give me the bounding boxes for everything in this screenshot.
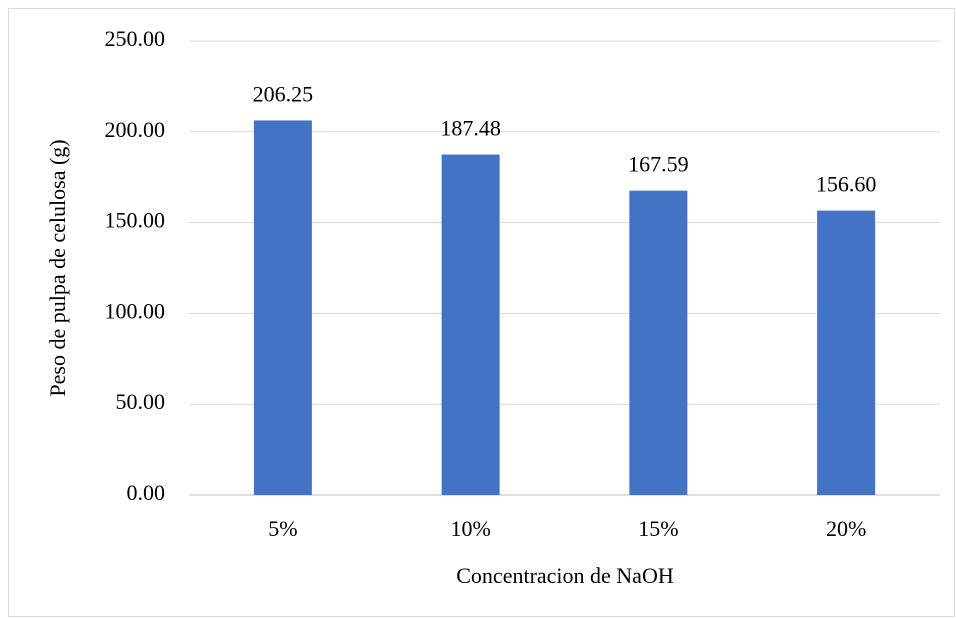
y-axis-title: Peso de pulpa de celulosa (g): [45, 139, 70, 396]
x-tick-label: 15%: [638, 516, 678, 541]
bar: [817, 210, 876, 496]
data-label: 167.59: [628, 152, 689, 177]
y-tick-label: 0.00: [127, 480, 166, 505]
data-label: 187.48: [440, 116, 501, 141]
bar: [441, 154, 500, 495]
x-axis-title: Concentracion de NaOH: [456, 563, 674, 588]
x-tick-label: 10%: [450, 516, 490, 541]
y-tick-label: 250.00: [105, 26, 166, 51]
y-tick-label: 150.00: [105, 208, 166, 233]
data-label: 206.25: [253, 81, 314, 106]
x-tick-label: 5%: [268, 516, 297, 541]
bar: [629, 190, 688, 495]
y-tick-label: 50.00: [116, 389, 166, 414]
y-tick-label: 200.00: [105, 117, 166, 142]
x-tick-label: 20%: [826, 516, 866, 541]
bar: [253, 120, 312, 495]
y-tick-label: 100.00: [105, 298, 166, 323]
data-label: 156.60: [816, 172, 877, 197]
